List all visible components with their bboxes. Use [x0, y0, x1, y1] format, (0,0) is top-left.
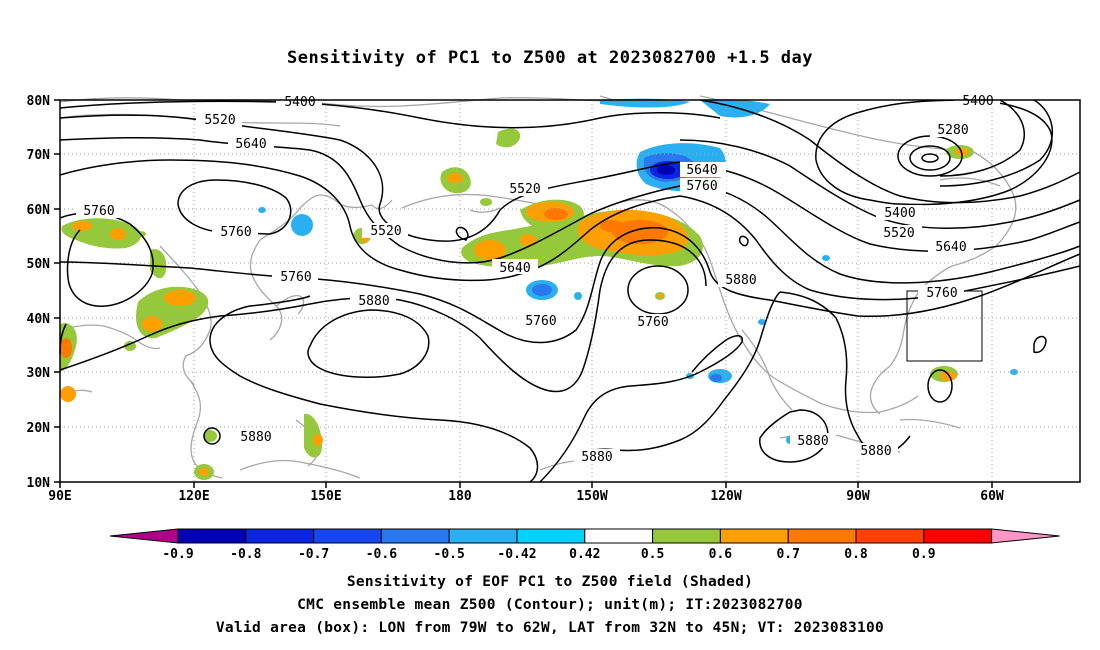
lon-tick-label: 150E [310, 489, 341, 504]
colorbar-arrow-low [109, 528, 179, 544]
caption-valid-area: Valid area (box): LON from 79W to 62W, L… [215, 620, 885, 636]
contour-label: 5400 [884, 206, 915, 221]
colorbar-label: -0.9 [162, 547, 193, 562]
lat-tick-label: 10N [27, 476, 51, 491]
lon-tick-label: 180 [448, 489, 472, 504]
tick-marks [54, 99, 993, 488]
colorbar-label: 0.7 [776, 547, 799, 562]
contour-label: 5520 [883, 226, 914, 241]
longitude-labels: 90E 120E 150E 180 150W 120W 90W 60W [48, 489, 1004, 504]
contour-label: 5880 [797, 434, 828, 449]
colorbar-label: -0.5 [434, 547, 465, 562]
contour-label: 5760 [926, 286, 957, 301]
contour-label: 5640 [499, 261, 530, 276]
caption-shading: Sensitivity of EOF PC1 to Z500 field (Sh… [346, 574, 754, 590]
contour-label: 5880 [581, 450, 612, 465]
lat-tick-label: 30N [27, 366, 51, 381]
sensitivity-shading [60, 98, 1018, 480]
contour-label: 5400 [962, 94, 993, 109]
colorbar-cell [923, 528, 993, 544]
lat-tick-label: 60N [27, 203, 51, 218]
contour-label: 5520 [370, 224, 401, 239]
lon-tick-label: 60W [980, 489, 1004, 504]
contour-label: 5880 [358, 294, 389, 309]
colorbar-label: -0.6 [366, 547, 397, 562]
colorbar-cell [584, 528, 654, 544]
lat-tick-label: 40N [27, 312, 51, 327]
contour-labels: 5400 5400 5520 5640 5760 5760 5520 5520 … [76, 94, 1000, 465]
contour-label: 5640 [235, 137, 266, 152]
lon-tick-label: 120E [178, 489, 209, 504]
lon-tick-label: 150W [576, 489, 607, 504]
colorbar-label: 0.42 [569, 547, 600, 562]
contour-label: 5760 [280, 270, 311, 285]
colorbar-cell [313, 528, 382, 544]
lat-tick-label: 20N [27, 421, 51, 436]
colorbar-cell [245, 528, 315, 544]
latitude-labels: 80N 70N 60N 50N 40N 30N 20N 10N [27, 94, 51, 491]
chart-title: Sensitivity of PC1 to Z500 at 2023082700… [286, 48, 813, 68]
contour-label: 5520 [204, 113, 235, 128]
lon-tick-label: 90W [846, 489, 870, 504]
contour-label: 5400 [284, 95, 315, 110]
contour-label: 5880 [725, 273, 756, 288]
lat-tick-label: 80N [27, 94, 51, 109]
colorbar-cell [719, 528, 789, 544]
colorbar-arrow-high [991, 528, 1060, 544]
colorbar-label: 0.9 [912, 547, 935, 562]
contour-label: 5760 [525, 314, 556, 329]
contour-label: 5880 [240, 430, 271, 445]
contour-label: 5760 [83, 204, 114, 219]
colorbar-label: 0.5 [641, 547, 664, 562]
colorbar-label: 0.6 [709, 547, 733, 562]
caption-contour: CMC ensemble mean Z500 (Contour); unit(m… [297, 597, 803, 613]
colorbar-cell [855, 528, 925, 544]
colorbar-label: -0.8 [230, 547, 261, 562]
contour-label: 5760 [637, 315, 668, 330]
colorbar-cell [787, 528, 857, 544]
valid-area-box [906, 290, 983, 362]
colorbar-cell [516, 528, 586, 544]
colorbar: -0.9 -0.8 -0.7 -0.6 -0.5 -0.42 0.42 0.5 0.6 0.7 0.… [109, 528, 1060, 562]
colorbar-cell [380, 528, 450, 544]
contour-label: 5760 [220, 225, 251, 240]
contour-label: 5640 [686, 163, 717, 178]
contour-label: 5280 [937, 123, 968, 138]
colorbar-label: 0.8 [844, 547, 868, 562]
lat-tick-label: 70N [27, 148, 51, 163]
lon-tick-label: 120W [710, 489, 741, 504]
contour-label: 5880 [860, 444, 891, 459]
contour-label: 5640 [935, 240, 966, 255]
contour-label: 5760 [686, 179, 717, 194]
colorbar-label: -0.42 [497, 547, 536, 562]
colorbar-cell [448, 528, 518, 544]
contour-label: 5520 [509, 182, 540, 197]
lat-tick-label: 50N [27, 257, 51, 272]
lon-tick-label: 90E [48, 489, 71, 504]
map-frame [59, 99, 1081, 483]
colorbar-label: -0.7 [298, 547, 329, 562]
colorbar-cell [177, 528, 247, 544]
colorbar-cell [652, 528, 721, 544]
